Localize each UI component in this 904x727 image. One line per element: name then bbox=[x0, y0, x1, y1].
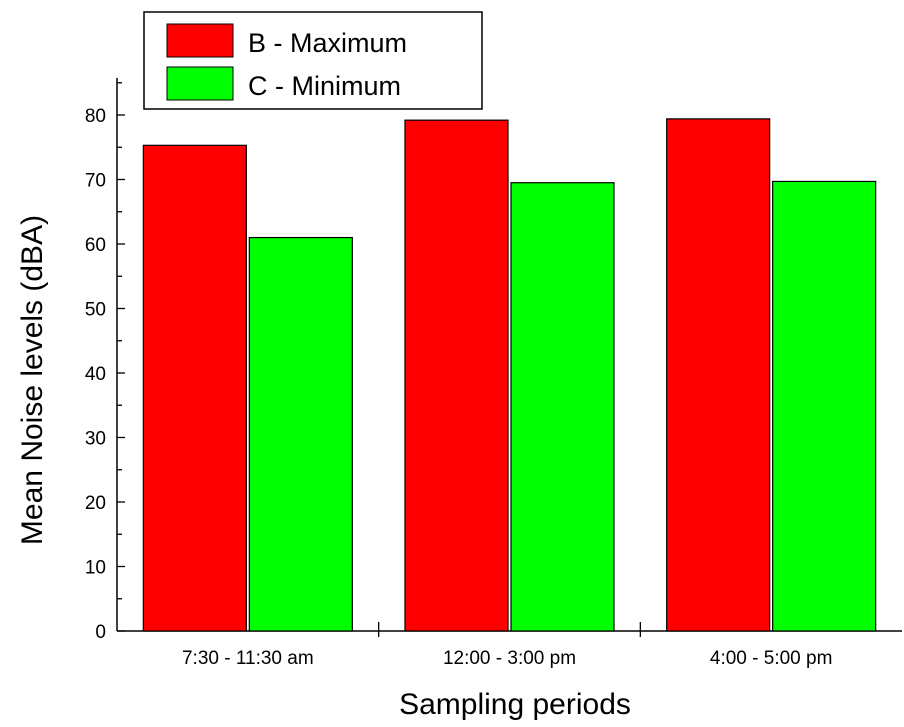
y-tick-label: 50 bbox=[85, 300, 106, 321]
bar-minimum bbox=[510, 182, 615, 632]
y-axis-label: Mean Noise levels (dBA) bbox=[16, 215, 49, 545]
y-tick-label: 30 bbox=[85, 429, 106, 450]
y-axis: 0 10 20 30 40 50 60 70 80 bbox=[85, 78, 125, 643]
bar-minimum bbox=[772, 180, 877, 632]
legend-swatch-maximum bbox=[166, 23, 234, 58]
x-tick-label: 4:00 - 5:00 pm bbox=[710, 648, 833, 669]
y-tick-label: 0 bbox=[95, 622, 106, 643]
y-tick-label: 20 bbox=[85, 493, 106, 514]
bar-maximum bbox=[142, 144, 247, 632]
y-tick-label: 80 bbox=[85, 106, 106, 127]
y-tick-label: 10 bbox=[85, 558, 106, 579]
bar-maximum bbox=[666, 118, 771, 632]
legend-swatch-minimum bbox=[166, 66, 234, 101]
x-axis: 7:30 - 11:30 am 12:00 - 3:00 pm 4:00 - 5:0… bbox=[117, 622, 902, 669]
x-axis-label: Sampling periods bbox=[399, 688, 631, 721]
y-tick-label: 70 bbox=[85, 171, 106, 192]
x-tick-label: 7:30 - 11:30 am bbox=[182, 648, 314, 669]
y-tick-label: 40 bbox=[85, 364, 106, 385]
y-tick-label: 60 bbox=[85, 235, 106, 256]
legend-label-maximum: B - Maximum bbox=[248, 28, 407, 58]
bar-maximum bbox=[404, 119, 509, 632]
x-tick-label: 12:00 - 3:00 pm bbox=[443, 648, 576, 669]
bar-minimum bbox=[248, 236, 353, 632]
legend: B - Maximum C - Minimum bbox=[143, 11, 483, 110]
legend-label-minimum: C - Minimum bbox=[248, 71, 401, 101]
bars bbox=[142, 118, 877, 632]
